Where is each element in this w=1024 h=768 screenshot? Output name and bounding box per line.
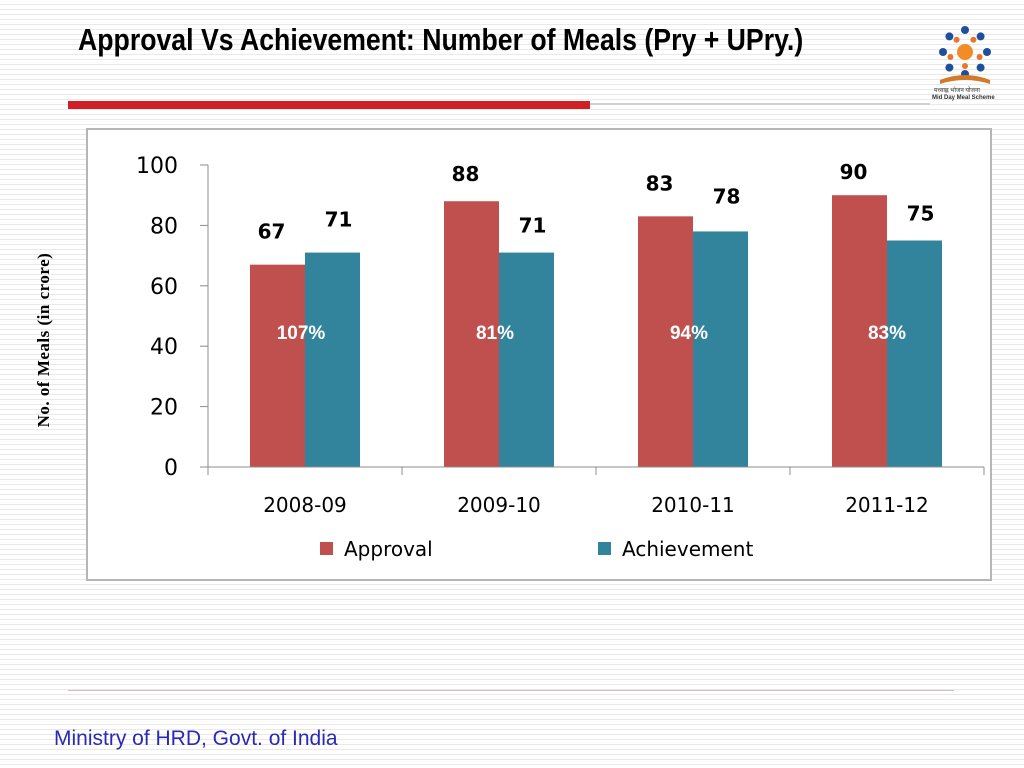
y-tick-label: 100 xyxy=(136,154,178,179)
footer-text: Ministry of HRD, Govt. of India xyxy=(54,727,338,750)
y-tick-label: 20 xyxy=(150,396,178,421)
title-underline-grey xyxy=(590,103,930,105)
achievement-percent-label: 94% xyxy=(670,323,708,344)
bar-chart: 0 20 40 60 80 100 67 71 107% 2008-09 88 71 81% 2009-1… xyxy=(136,154,985,561)
data-label: 88 xyxy=(452,162,480,186)
mid-day-meal-logo-icon xyxy=(939,26,991,84)
bar-approval-2009-10 xyxy=(444,201,499,467)
data-label: 67 xyxy=(258,220,286,244)
logo-english-text: Mid Day Meal Scheme xyxy=(932,95,995,101)
data-label: 90 xyxy=(840,160,868,184)
y-tick-label: 0 xyxy=(164,456,178,481)
bar-approval-2008-09 xyxy=(250,264,305,467)
legend-label-achievement: Achievement xyxy=(622,537,753,561)
legend-swatch-achievement xyxy=(598,542,611,555)
y-tick-label: 60 xyxy=(150,275,178,300)
x-tick-label: 2010-11 xyxy=(651,493,735,517)
slide-title: Approval Vs Achievement: Number of Meals… xyxy=(78,22,804,57)
bar-approval-2010-11 xyxy=(638,216,693,467)
achievement-percent-label: 107% xyxy=(277,323,326,344)
achievement-percent-label: 81% xyxy=(476,323,514,344)
footer-rule xyxy=(68,690,954,691)
bar-approval-2011-12 xyxy=(832,195,887,467)
x-tick-label: 2008-09 xyxy=(263,493,347,517)
legend-swatch-approval xyxy=(320,542,333,555)
y-tick-label: 80 xyxy=(150,214,178,239)
bar-achievement-2008-09 xyxy=(305,252,360,467)
achievement-percent-label: 83% xyxy=(868,323,906,344)
x-tick-label: 2009-10 xyxy=(457,493,541,517)
logo-hindi-text: मध्याह्न भोजन योजना xyxy=(934,88,980,94)
data-label: 75 xyxy=(907,202,935,226)
y-tick-label: 40 xyxy=(150,335,178,360)
y-axis-label: No. of Meals (in crore) xyxy=(34,252,53,428)
chart-frame: 0 20 40 60 80 100 67 71 107% 2008-09 88 71 81% 2009-1… xyxy=(86,128,992,581)
title-underline-red xyxy=(68,101,590,109)
bar-achievement-2009-10 xyxy=(499,252,554,467)
bar-achievement-2010-11 xyxy=(693,231,748,467)
legend-label-approval: Approval xyxy=(344,537,433,561)
data-label: 78 xyxy=(713,184,741,208)
data-label: 71 xyxy=(519,214,547,238)
data-label: 71 xyxy=(325,208,353,232)
bar-achievement-2011-12 xyxy=(887,240,942,467)
x-tick-label: 2011-12 xyxy=(845,493,929,517)
data-label: 83 xyxy=(646,171,674,195)
